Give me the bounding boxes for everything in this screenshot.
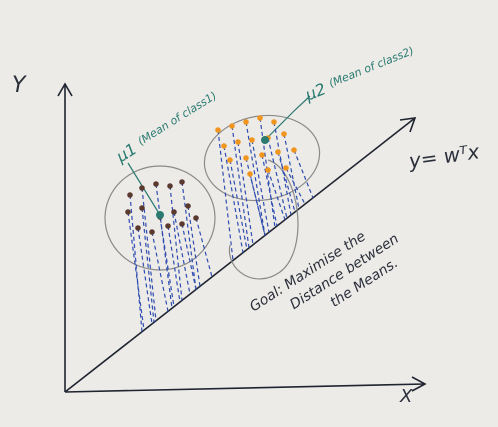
projection [129, 194, 143, 332]
projection [167, 225, 181, 303]
class2-point [265, 167, 271, 173]
class2-ellipse [203, 114, 321, 202]
x-axis-label: X [399, 386, 413, 407]
class2-point [259, 152, 265, 158]
class2-point [243, 119, 249, 125]
class1-point [193, 215, 199, 221]
projection [261, 154, 278, 227]
class1-point [149, 229, 155, 235]
class1-point [139, 205, 145, 211]
class2-point [215, 127, 221, 133]
y-arrow [57, 82, 73, 97]
points [125, 115, 314, 332]
class1-point [135, 225, 141, 231]
class2-point [291, 147, 297, 153]
class2-point [271, 119, 277, 125]
projection [277, 151, 296, 213]
projection [237, 141, 254, 245]
projection [249, 173, 266, 236]
line-arrow [399, 117, 417, 133]
class1-point [167, 183, 173, 189]
projection [169, 185, 183, 301]
class2-point [243, 155, 249, 161]
mu2-point [261, 136, 269, 144]
class2-point [229, 123, 235, 129]
class2-point [283, 165, 289, 171]
projection [251, 139, 270, 233]
projection [283, 133, 300, 209]
projection [217, 129, 234, 261]
class1-point [179, 179, 185, 185]
class1-point [185, 203, 191, 209]
class1-point [179, 221, 185, 227]
projection [159, 216, 175, 307]
class2-point [247, 171, 253, 177]
class1-point [153, 181, 159, 187]
projection [195, 217, 213, 278]
mu1-point [156, 211, 164, 219]
class2-point [227, 157, 233, 163]
class2-point [235, 139, 241, 145]
class2-point [281, 131, 287, 137]
class2-point [275, 149, 281, 155]
class1-point [171, 209, 177, 215]
projection [245, 121, 266, 236]
axes [57, 82, 427, 393]
class2-point [249, 137, 255, 143]
projection [141, 207, 155, 323]
projection [137, 227, 153, 324]
projection [293, 149, 314, 199]
projection-line [64, 117, 416, 393]
class1-point [139, 185, 145, 191]
y-axis-label: Y [12, 73, 27, 98]
class2-point [221, 143, 227, 149]
projection [267, 169, 286, 220]
projection [259, 117, 276, 228]
x-axis [64, 383, 426, 393]
class1-point [125, 209, 131, 215]
x-arrow [411, 376, 427, 392]
links-curve [228, 159, 299, 280]
class1-point [165, 223, 171, 229]
projection [229, 159, 248, 250]
projection [127, 211, 145, 331]
class1-point [127, 192, 133, 198]
projection [273, 121, 292, 216]
projection [141, 187, 157, 321]
class2-point [257, 115, 263, 121]
